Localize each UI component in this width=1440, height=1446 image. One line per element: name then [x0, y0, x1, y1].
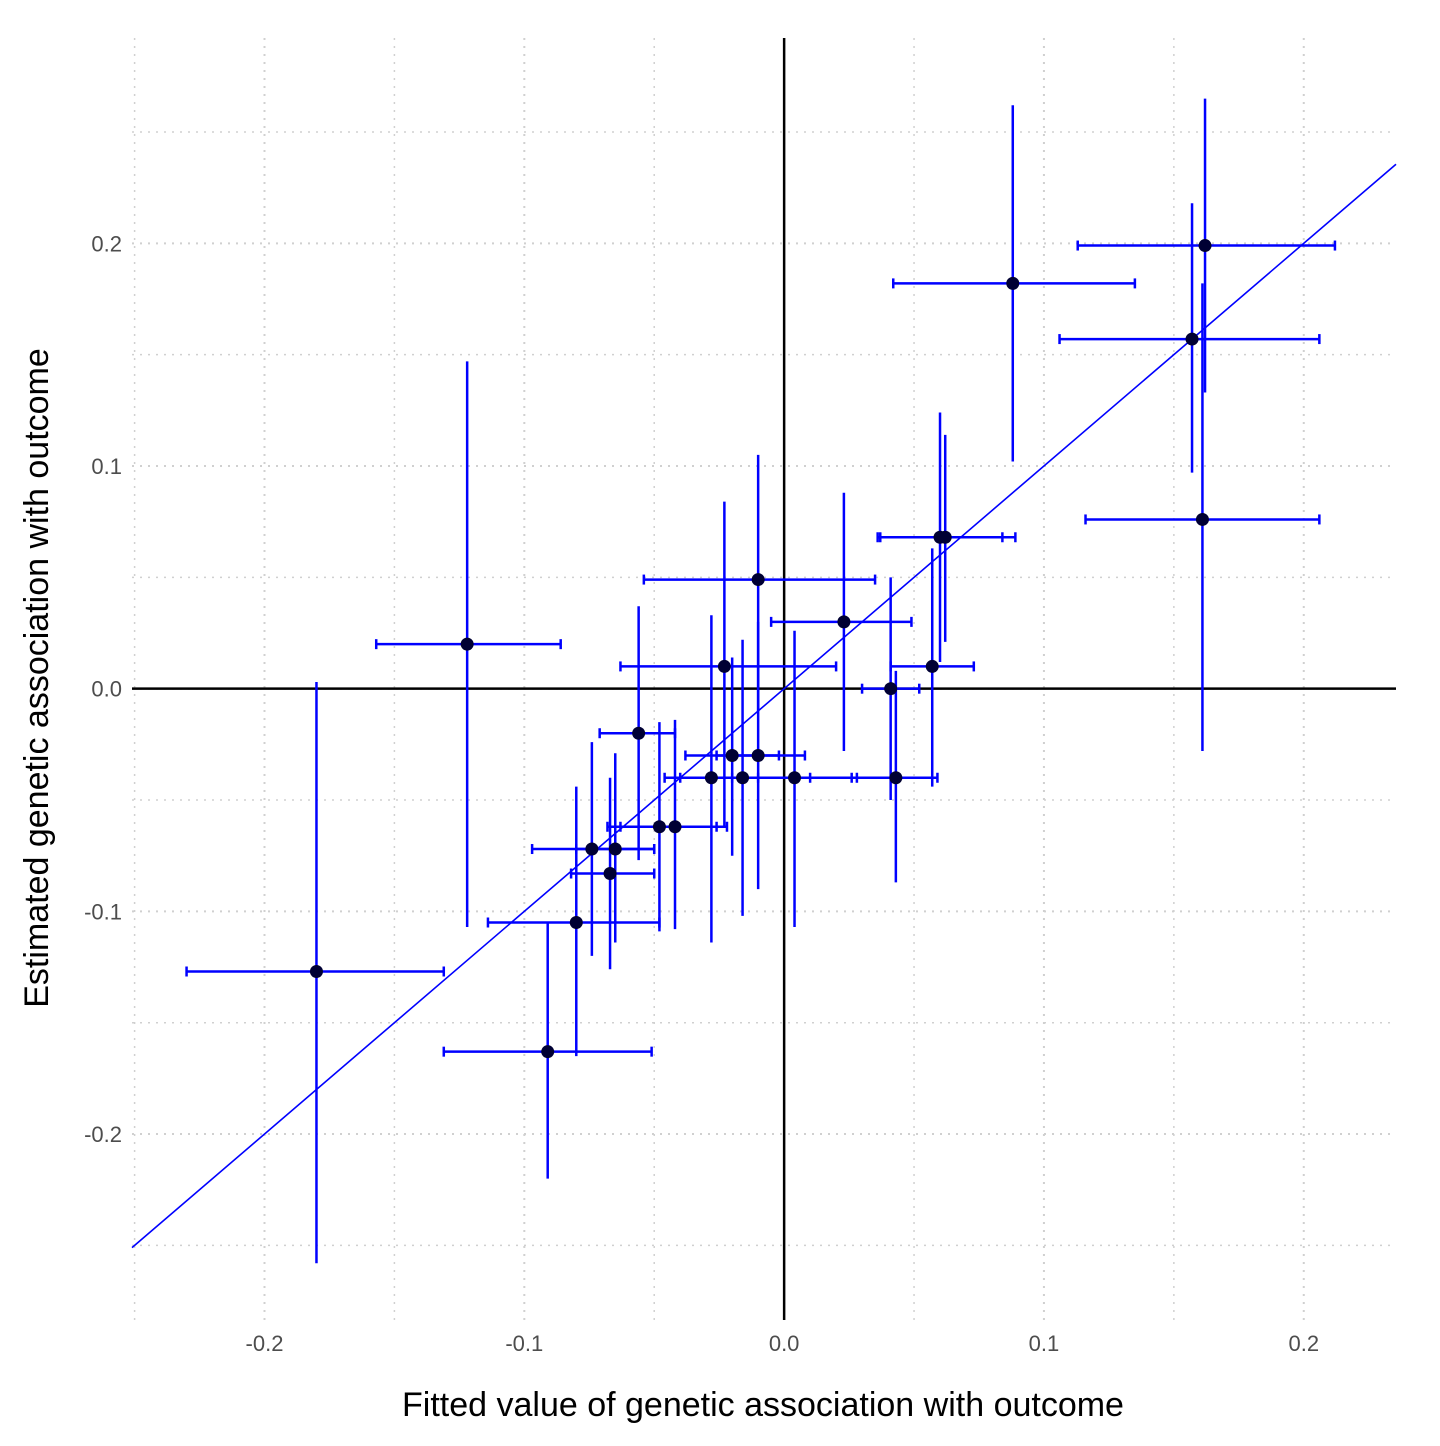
data-point [889, 771, 903, 785]
data-point [668, 820, 682, 834]
data-point [725, 748, 739, 762]
data-point [751, 573, 765, 587]
data-point [788, 771, 802, 785]
x-axis-tick-labels: -0.2 -0.1 0.0 0.1 0.2 [246, 1331, 1320, 1356]
reference-lines [132, 38, 1396, 1320]
data-point [460, 637, 474, 651]
data-point [608, 842, 622, 856]
data-point [585, 842, 599, 856]
data-points [309, 239, 1212, 1059]
y-tick-label: -0.2 [84, 1122, 122, 1147]
data-point [938, 530, 952, 544]
data-point [632, 726, 646, 740]
x-tick-label: -0.2 [246, 1331, 284, 1356]
data-point [884, 682, 898, 696]
data-point [1185, 332, 1199, 346]
major-gridlines [132, 38, 1396, 1320]
data-point [603, 867, 617, 881]
y-tick-label: -0.1 [84, 899, 122, 924]
data-point [1195, 512, 1209, 526]
data-point [751, 748, 765, 762]
data-point [1198, 239, 1212, 253]
error-bars [185, 98, 1337, 1264]
x-tick-label: 0.0 [769, 1331, 800, 1356]
x-tick-label: 0.1 [1029, 1331, 1060, 1356]
y-tick-label: 0.2 [91, 231, 122, 256]
minor-gridlines [132, 38, 1396, 1320]
y-axis-tick-labels: -0.2 -0.1 0.0 0.1 0.2 [84, 231, 122, 1147]
data-point [652, 820, 666, 834]
fit-line-group [131, 163, 1397, 1249]
x-tick-label: -0.1 [505, 1331, 543, 1356]
data-point [717, 659, 731, 673]
y-tick-label: 0.1 [91, 454, 122, 479]
y-tick-label: 0.0 [91, 677, 122, 702]
data-point [541, 1045, 555, 1059]
x-axis-title: Fitted value of genetic association with… [402, 1386, 1124, 1424]
x-tick-label: 0.2 [1288, 1331, 1319, 1356]
data-point [309, 964, 323, 978]
data-point [837, 615, 851, 629]
data-point [569, 916, 583, 930]
data-point [736, 771, 750, 785]
fit-line [131, 163, 1397, 1249]
data-point [925, 659, 939, 673]
data-point [704, 771, 718, 785]
y-axis-title: Estimated genetic association with outco… [18, 348, 56, 1008]
data-point [1006, 276, 1020, 290]
